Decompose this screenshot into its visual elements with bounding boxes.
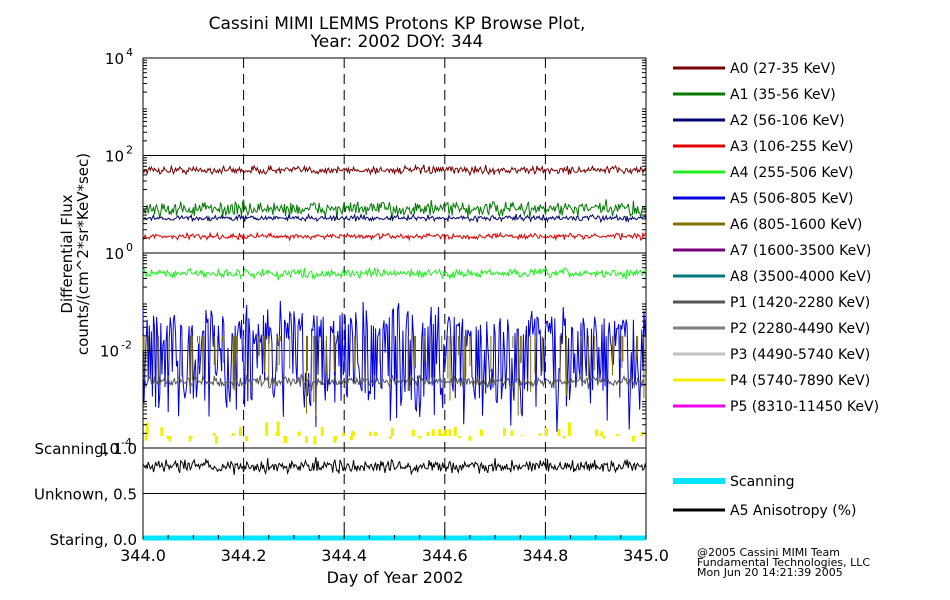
y-tick-exponent: -2 [121,339,132,352]
data-series [142,163,647,541]
legend-label: A3 (106-255 KeV) [730,139,853,155]
x-tick-label: 344.4 [321,546,367,565]
chart-subtitle: Year: 2002 DOY: 344 [310,32,484,52]
y-axis-label-units: counts/(cm^2*sr*KeV*sec) [74,153,92,355]
chart-title: Cassini MIMI LEMMS Protons KP Browse Plo… [209,14,586,34]
legend-label: A0 (27-35 KeV) [730,61,836,77]
x-tick-label: 344.0 [120,546,166,565]
series-line [142,373,647,392]
legend-label: A2 (56-106 KeV) [730,113,845,129]
legend-label: A8 (3500-4000 KeV) [730,269,871,285]
series-line [142,300,647,432]
grid [143,58,646,539]
legend-label: P1 (1420-2280 KeV) [730,295,870,311]
legend-label: A1 (35-56 KeV) [730,87,836,103]
y-tick-label: 10 [105,148,124,166]
series-line [142,266,647,281]
legend-label: A4 (255-506 KeV) [730,165,853,181]
legend-label: A6 (805-1600 KeV) [730,217,862,233]
y-axis-label: Differential Flux [58,194,76,313]
series-line [142,199,647,220]
legend-label: Scanning [730,474,795,490]
footer-company: Fundamental Technologies, LLC [697,556,870,569]
x-axis-ticks: 344.0 344.2 344.4 344.6 344.8 345.0 [120,531,669,565]
series-line [142,457,647,476]
footer-timestamp: Mon Jun 20 14:21:39 2005 [697,566,843,579]
lower-y-label: Unknown, 0.5 [34,486,137,504]
y-tick-exponent: 2 [126,144,133,157]
y-tick-exponent: -4 [121,436,132,449]
lower-panel-labels: Scanning, 1.0 Unknown, 0.5 Staring, 0.0 [34,440,137,549]
y-tick-label: 10 [100,440,119,458]
x-tick-label: 344.2 [221,546,267,565]
series-line [142,212,647,224]
legend-label: P2 (2280-4490 KeV) [730,321,870,337]
lower-y-label: Scanning, 1.0 [34,440,137,458]
y-tick-exponent: 0 [126,241,133,254]
y-tick-label: 10 [105,245,124,263]
series-line [142,163,647,177]
legend-label: P3 (4490-5740 KeV) [730,347,870,363]
footer-copyright: @2005 Cassini MIMI Team [697,546,840,559]
x-tick-label: 344.6 [422,546,468,565]
x-axis-label: Day of Year 2002 [327,568,464,587]
x-tick-label: 345.0 [623,546,669,565]
legend-label: P5 (8310-11450 KeV) [730,399,879,415]
x-tick-label: 344.8 [522,546,568,565]
y-tick-label: 10 [105,50,124,68]
y-tick-label: 10 [100,343,119,361]
lower-y-label: Staring, 0.0 [50,531,137,549]
legend-label: P4 (5740-7890 KeV) [730,373,870,389]
legend-label: A5 (506-805 KeV) [730,191,853,207]
y-tick-exponent: 4 [126,46,133,59]
legend: A0 (27-35 KeV) A1 (35-56 KeV) A2 (56-106 K… [673,61,879,519]
legend-label: A7 (1600-3500 KeV) [730,243,871,259]
series-line [142,231,647,242]
legend-label: A5 Anisotropy (%) [730,503,857,519]
